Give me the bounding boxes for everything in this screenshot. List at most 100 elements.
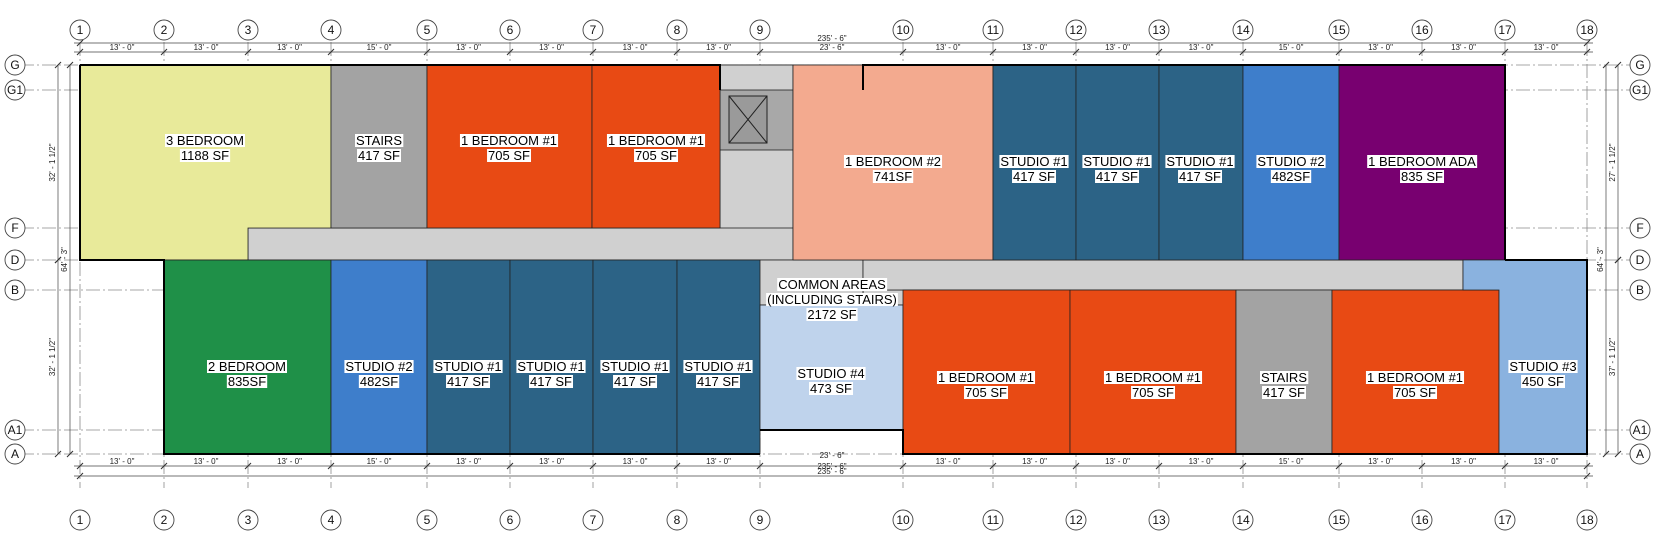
vertical-dimension-label: 64' - 3" xyxy=(1596,247,1605,272)
grid-bubble-right-G: G xyxy=(1629,54,1651,76)
common-area-title: COMMON AREAS xyxy=(777,277,888,292)
room-name-r1b1d: 1 BEDROOM #1 xyxy=(1103,370,1203,385)
room-area-rstairs2: 417 SF xyxy=(1262,385,1307,400)
room-name-rs2b-text: STUDIO #2 xyxy=(345,359,412,374)
room-area-rstairs2-text: 417 SF xyxy=(1263,385,1305,400)
room-area-rs1b: 417 SF xyxy=(1095,169,1140,184)
room-area-rs2b: 482SF xyxy=(358,374,400,389)
grid-bubble-label: 17 xyxy=(1498,513,1512,527)
grid-bubble-label: 13 xyxy=(1152,23,1166,37)
grid-bubble-label: 18 xyxy=(1580,513,1594,527)
room-name-rstairs2: STAIRS xyxy=(1260,370,1309,385)
bay-dimension: 13' - 0" xyxy=(1451,457,1476,466)
grid-bubble-label: 5 xyxy=(424,23,431,37)
room-name-rs1d: STUDIO #1 xyxy=(433,359,503,374)
room-area-rs1c-text: 417 SF xyxy=(1179,169,1221,184)
overall-dimension-bottom-label: 235' - 6" xyxy=(817,467,846,476)
grid-bubble-right-D: D xyxy=(1629,249,1651,271)
grid-bubble-top-8: 8 xyxy=(666,19,688,41)
room-studio-1d xyxy=(426,259,511,455)
bay-dimension: 13' - 0" xyxy=(1368,43,1393,52)
grid-bubble-label: 14 xyxy=(1236,513,1250,527)
room-name-r1b1c-text: 1 BEDROOM #1 xyxy=(938,370,1034,385)
grid-bubble-left-G: G xyxy=(4,54,26,76)
vertical-dimension-label: 37' - 1 1/2" xyxy=(1608,338,1617,376)
room-area-rs4: 473 SF xyxy=(809,381,854,396)
grid-bubble-bottom-3: 3 xyxy=(237,509,259,531)
room-area-rs1g-text: 417 SF xyxy=(697,374,739,389)
grid-bubble-label: 11 xyxy=(987,23,1000,37)
grid-bubble-label: 17 xyxy=(1498,23,1512,37)
grid-bubble-bottom-11: 11 xyxy=(982,509,1004,531)
left-dimension-upper: 32' - 1 1/2" xyxy=(48,61,62,264)
grid-bubble-top-17: 17 xyxy=(1494,19,1516,41)
room-area-r1b1c: 705 SF xyxy=(964,385,1009,400)
grid-bubble-label: D xyxy=(11,253,20,267)
bay-dimension: 13' - 0" xyxy=(277,457,302,466)
common-area-subtitle-text: (INCLUDING STAIRS) xyxy=(767,292,897,307)
right-dimension-lower: 37' - 1 1/2" xyxy=(1608,256,1622,458)
room-area-rs3: 450 SF xyxy=(1521,374,1566,389)
grid-bubble-top-9: 9 xyxy=(749,19,771,41)
room-name-r1b1a-text: 1 BEDROOM #1 xyxy=(461,133,557,148)
room-studio-1g xyxy=(676,259,761,455)
room-name-r1b1b: 1 BEDROOM #1 xyxy=(606,133,706,148)
grid-bubble-label: 2 xyxy=(161,23,168,37)
room-name-rs1a: STUDIO #1 xyxy=(999,154,1069,169)
grid-bubble-label: A xyxy=(11,447,19,461)
grid-bubble-label: 1 xyxy=(77,513,84,527)
common-area-area-text: 2172 SF xyxy=(807,307,856,322)
bay-dimension: 13' - 0" xyxy=(623,43,648,52)
dimension-string-top: 13' - 0" 13' - 0" 13' - 0" 15' - 0" 13' - 0"… xyxy=(74,43,1593,56)
room-area-rs1d-text: 417 SF xyxy=(447,374,489,389)
grid-bubble-bottom-5: 5 xyxy=(416,509,438,531)
room-name-rs4: STUDIO #4 xyxy=(796,366,866,381)
grid-bubble-label: 9 xyxy=(757,513,764,527)
room-name-rs1g-text: STUDIO #1 xyxy=(684,359,751,374)
grid-bubble-top-5: 5 xyxy=(416,19,438,41)
room-area-r1b1d: 705 SF xyxy=(1131,385,1176,400)
room-area-r1b1a-text: 705 SF xyxy=(488,148,530,163)
room-name-rs1c-text: STUDIO #1 xyxy=(1166,154,1233,169)
room-name-r2bed-text: 2 BEDROOM xyxy=(208,359,286,374)
grid-bubble-top-11: 11 xyxy=(982,19,1004,41)
grid-bubble-bottom-16: 16 xyxy=(1411,509,1433,531)
grid-bubble-label: 18 xyxy=(1580,23,1594,37)
bay-dimension: 13' - 0" xyxy=(1189,457,1214,466)
room-name-rada-text: 1 BEDROOM ADA xyxy=(1368,154,1476,169)
room-area-rs4-text: 473 SF xyxy=(810,381,852,396)
grid-bubble-top-15: 15 xyxy=(1328,19,1350,41)
bay-dimension: 15' - 0" xyxy=(367,457,392,466)
common-area-subtitle: (INCLUDING STAIRS) xyxy=(766,292,898,307)
bay-dimension: 13' - 0" xyxy=(1022,457,1047,466)
bay-dimension: 15' - 0" xyxy=(1279,43,1304,52)
room-name-rs1g: STUDIO #1 xyxy=(683,359,753,374)
grid-bubble-label: G xyxy=(10,58,19,72)
bay-dimension: 13' - 0" xyxy=(1534,457,1559,466)
grid-bubble-label: G1 xyxy=(7,83,23,97)
grid-bubble-bottom-18: 18 xyxy=(1576,509,1598,531)
grid-bubble-top-12: 12 xyxy=(1065,19,1087,41)
grid-bubble-label: 12 xyxy=(1069,23,1083,37)
room-area-rs1d: 417 SF xyxy=(446,374,491,389)
grid-bubble-top-2: 2 xyxy=(153,19,175,41)
room-name-r1b1e: 1 BEDROOM #1 xyxy=(1365,370,1465,385)
grid-bubble-bottom-2: 2 xyxy=(153,509,175,531)
exterior-walls xyxy=(79,64,1588,455)
grid-bubble-label: 13 xyxy=(1152,513,1166,527)
grid-bubble-label: 14 xyxy=(1236,23,1250,37)
room-area-rs1a: 417 SF xyxy=(1012,169,1057,184)
bay-dimension: 13' - 0" xyxy=(1022,43,1047,52)
room-name-rstairs1: STAIRS xyxy=(355,133,404,148)
grid-bubble-top-6: 6 xyxy=(499,19,521,41)
room-area-rs1g: 417 SF xyxy=(696,374,741,389)
room-name-rs2a: STUDIO #2 xyxy=(1256,154,1326,169)
bay-dimension: 13' - 0" xyxy=(1105,43,1130,52)
room-name-rs2b: STUDIO #2 xyxy=(344,359,414,374)
bay-dimension: 13' - 0" xyxy=(1534,43,1559,52)
room-area-r1b1c-text: 705 SF xyxy=(965,385,1007,400)
room-name-rs1e-text: STUDIO #1 xyxy=(517,359,584,374)
room-name-rs1b-text: STUDIO #1 xyxy=(1083,154,1150,169)
dimension-string-bottom: 13' - 0" 13' - 0" 13' - 0" 15' - 0" 13' - 0"… xyxy=(74,457,1593,470)
